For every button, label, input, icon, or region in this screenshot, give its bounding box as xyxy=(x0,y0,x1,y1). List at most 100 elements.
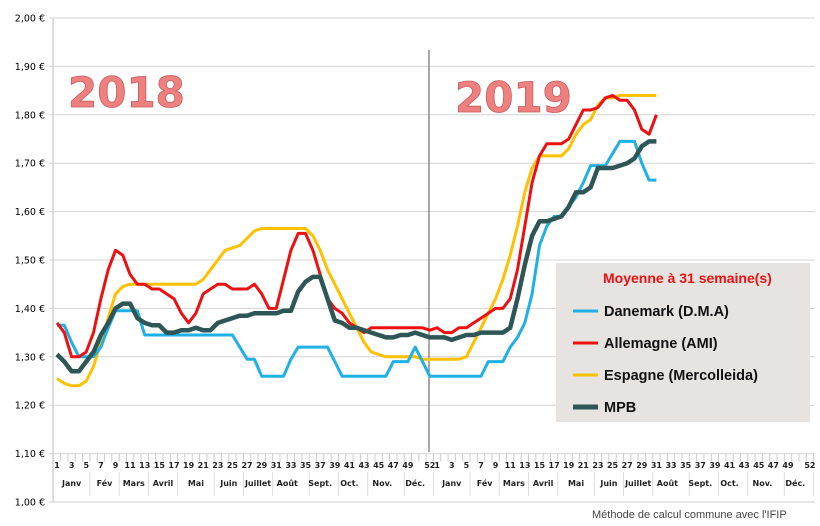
legend: Moyenne à 31 semaine(s) Danemark (D.M.A)… xyxy=(556,263,810,422)
x-month-label: Août xyxy=(277,479,298,488)
x-week-label: 52 xyxy=(804,461,815,470)
legend-box xyxy=(556,263,810,422)
x-week-label: 7 xyxy=(478,461,484,470)
x-axis: 1 3 5 7 9 11 13 15 17 19 21 23 25 27 29 31 33 35 37 39 41 43 4… xyxy=(52,453,816,503)
legend-label: MPB xyxy=(604,400,636,416)
x-month-label: Mars xyxy=(123,479,145,488)
x-week-label: 41 xyxy=(344,461,356,470)
legend-title: Moyenne à 31 semaine(s) xyxy=(603,270,772,286)
x-week-label: 9 xyxy=(113,461,119,470)
x-week-label: 41 xyxy=(724,461,736,470)
legend-label: Danemark (D.M.A) xyxy=(604,304,729,320)
x-week-label: 27 xyxy=(622,461,633,470)
x-week-label: 45 xyxy=(753,461,765,470)
x-week-label: 15 xyxy=(534,461,546,470)
y-tick-label: 1,50 € xyxy=(15,256,45,267)
y-axis-ticks: 1,00 € 1,10 € 1,20 € 1,30 € 1,40 € 1,50 € 1,60… xyxy=(15,14,45,509)
x-week-label: 11 xyxy=(125,461,137,470)
x-week-label: 3 xyxy=(449,461,455,470)
x-week-label: 25 xyxy=(607,461,619,470)
x-month-label: Mai xyxy=(568,479,584,488)
footer-note: Méthode de calcul commune avec l'IFIP xyxy=(592,509,787,521)
x-month-label: Sept. xyxy=(688,479,712,488)
x-month-label: Juillet xyxy=(244,479,271,488)
y-tick-label: 1,40 € xyxy=(15,304,45,315)
x-week-label: 29 xyxy=(636,461,648,470)
x-month-label: Fév xyxy=(97,478,114,488)
x-week-label: 37 xyxy=(315,461,326,470)
x-week-label: 43 xyxy=(358,461,369,470)
x-week-label: 21 xyxy=(578,461,590,470)
y-tick-label: 1,10 € xyxy=(15,449,45,460)
y-tick-label: 1,00 € xyxy=(15,498,45,509)
x-month-label: Nov. xyxy=(372,479,392,488)
x-week-label: 49 xyxy=(402,461,414,470)
x-week-label: 1 xyxy=(54,461,60,470)
x-month-label: Janv xyxy=(61,479,82,488)
x-week-label: 37 xyxy=(695,461,706,470)
x-week-label: 31 xyxy=(271,461,283,470)
y-tick-label: 2,00 € xyxy=(15,14,45,25)
x-week-label: 13 xyxy=(519,461,530,470)
x-month-label: Avril xyxy=(533,479,554,488)
x-week-label: 17 xyxy=(549,461,560,470)
x-week-label: 1 xyxy=(434,461,440,470)
x-week-label: 33 xyxy=(665,461,676,470)
x-month-label: Janv xyxy=(441,479,462,488)
x-week-label: 35 xyxy=(680,461,692,470)
x-week-label: 21 xyxy=(198,461,210,470)
y-tick-label: 1,60 € xyxy=(15,207,45,218)
x-week-label: 45 xyxy=(373,461,385,470)
x-week-label: 19 xyxy=(563,461,575,470)
x-week-label: 52 xyxy=(424,461,435,470)
x-month-label: Nov. xyxy=(753,479,773,488)
x-week-label: 17 xyxy=(168,461,179,470)
x-week-label: 31 xyxy=(651,461,663,470)
x-week-label: 27 xyxy=(241,461,252,470)
x-week-label: 43 xyxy=(739,461,750,470)
x-month-label: Juin xyxy=(219,479,237,488)
x-week-label: 5 xyxy=(464,461,470,470)
x-week-label: 15 xyxy=(154,461,166,470)
x-week-label: 47 xyxy=(768,461,779,470)
legend-label: Allemagne (AMI) xyxy=(604,336,718,352)
x-week-label: 39 xyxy=(329,461,341,470)
x-week-label: 9 xyxy=(493,461,499,470)
x-week-label: 47 xyxy=(388,461,399,470)
y-tick-label: 1,80 € xyxy=(15,110,45,121)
x-week-label: 33 xyxy=(285,461,296,470)
y-tick-label: 1,20 € xyxy=(15,401,45,412)
x-week-label: 13 xyxy=(139,461,150,470)
x-week-label: 49 xyxy=(782,461,794,470)
x-week-label: 23 xyxy=(592,461,603,470)
x-week-label: 7 xyxy=(98,461,104,470)
x-week-label: 25 xyxy=(227,461,239,470)
x-month-label: Déc. xyxy=(405,478,425,488)
x-month-label: Oct. xyxy=(340,479,358,488)
x-month-label: Déc. xyxy=(785,478,805,488)
x-week-label: 29 xyxy=(256,461,268,470)
x-month-label: Juillet xyxy=(624,479,651,488)
x-month-label: Mars xyxy=(503,479,525,488)
x-week-label: 11 xyxy=(505,461,517,470)
y-tick-label: 1,30 € xyxy=(15,352,45,363)
x-month-label: Août xyxy=(657,479,678,488)
year-label-2018: 2018 xyxy=(68,68,185,117)
series-line-mpb xyxy=(55,139,657,374)
x-week-label: 3 xyxy=(69,461,75,470)
x-month-label: Oct. xyxy=(720,479,738,488)
y-tick-label: 1,90 € xyxy=(15,62,45,73)
legend-label: Espagne (Mercolleida) xyxy=(604,368,758,384)
x-month-label: Mai xyxy=(188,479,204,488)
x-week-label: 5 xyxy=(83,461,89,470)
x-month-label: Avril xyxy=(153,479,174,488)
series-lines xyxy=(55,93,658,388)
year-label-2019: 2019 xyxy=(455,73,572,122)
x-month-label: Fév xyxy=(477,478,494,488)
x-week-label: 35 xyxy=(300,461,312,470)
x-week-label: 23 xyxy=(212,461,223,470)
x-month-label: Sept. xyxy=(308,479,332,488)
x-week-label: 39 xyxy=(709,461,721,470)
x-month-label: Juin xyxy=(599,479,617,488)
